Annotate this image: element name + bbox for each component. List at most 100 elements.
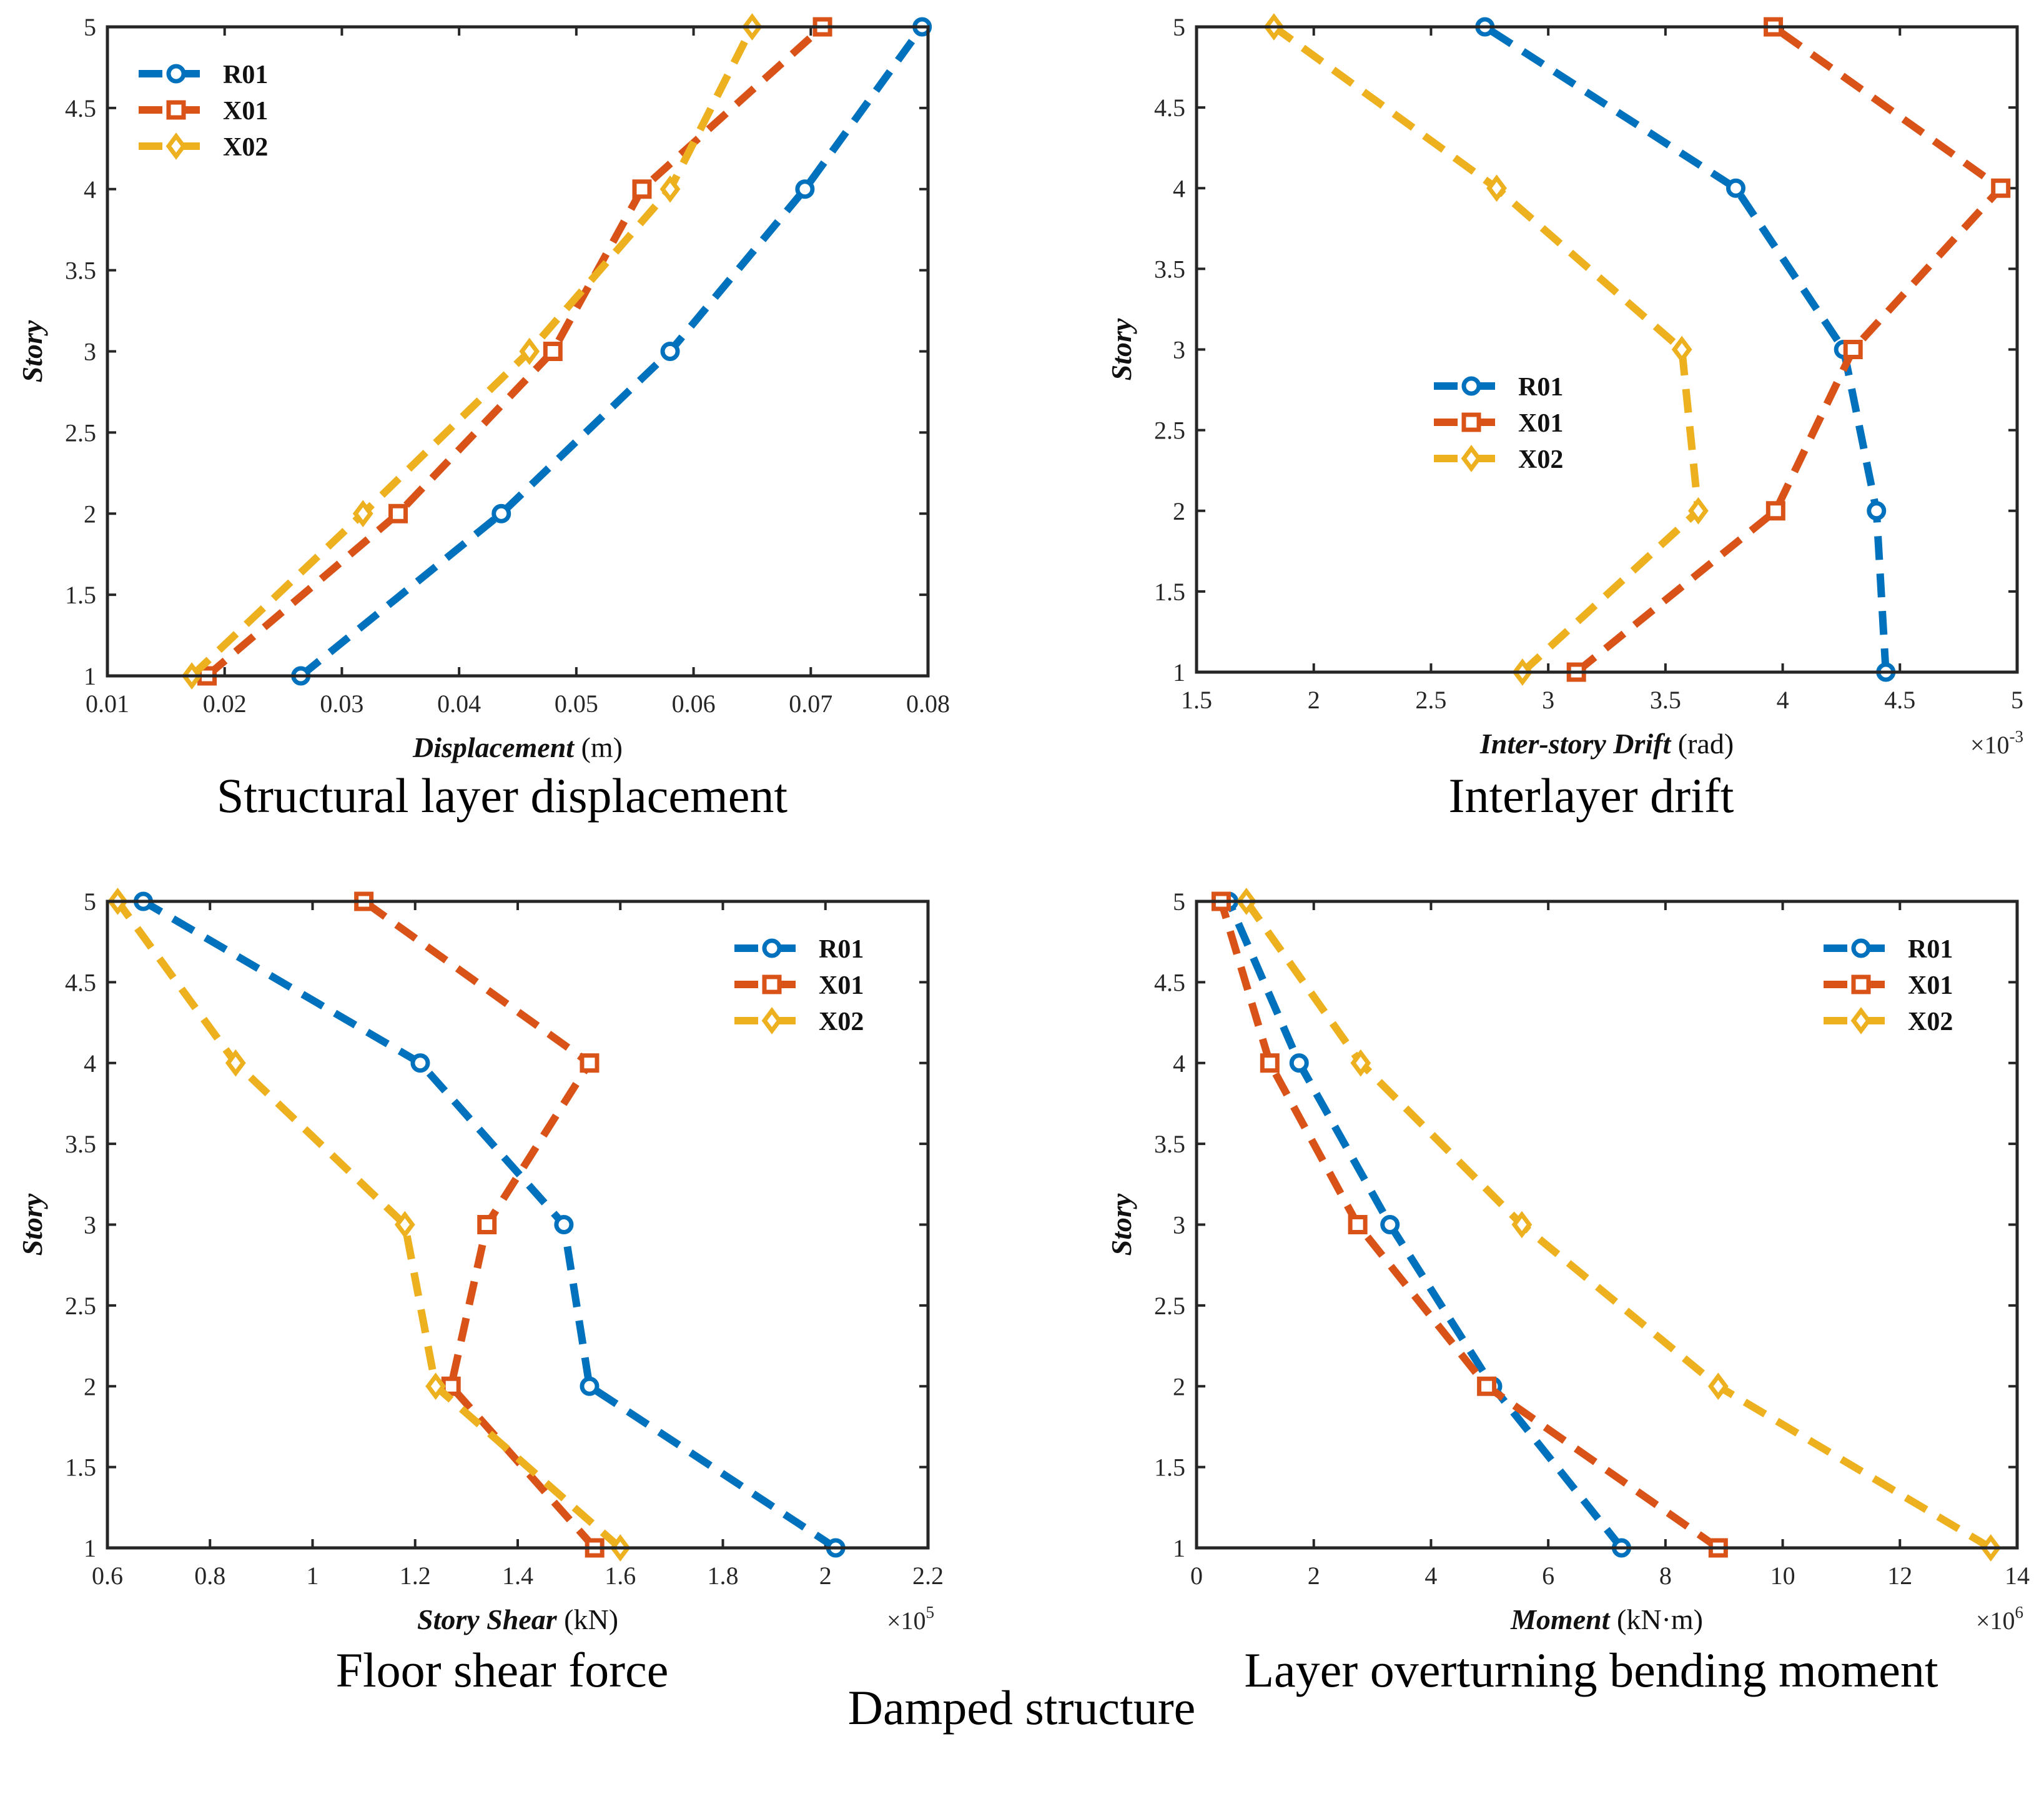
data-point-x02 (225, 1049, 246, 1077)
data-point-x02 (1511, 1211, 1533, 1239)
legend: R01 X01 X02 (728, 920, 903, 1039)
legend-marker-r01 (1851, 938, 1871, 958)
y-tick-label: 1 (84, 1534, 96, 1562)
data-point-x02 (519, 337, 540, 365)
data-point-r01 (1289, 1053, 1309, 1073)
y-tick-label: 3.5 (65, 257, 96, 285)
series-line-r01 (1483, 23, 1890, 673)
x-tick-label: 1.6 (605, 1562, 636, 1590)
legend-label-x01: X01 (1908, 971, 1953, 1000)
y-tick-label: 4.5 (65, 94, 96, 122)
x-tick-label: 0 (1190, 1562, 1203, 1590)
legend: R01 X01 X02 (132, 46, 307, 164)
series-r01 (291, 17, 932, 686)
legend-marker-r01 (166, 64, 186, 84)
series-x02 (1236, 888, 2002, 1562)
data-point-x01 (543, 342, 563, 361)
x-tick-label: 6 (1542, 1562, 1554, 1590)
y-tick-label: 3 (1173, 336, 1185, 364)
legend-label-x02: X02 (223, 133, 268, 162)
axes-frame (1195, 899, 2019, 1550)
data-point-x02 (1671, 335, 1692, 364)
x-tick-label: 0.02 (203, 690, 247, 718)
legend-marker-x01 (1851, 974, 1871, 994)
x-tick-label: 0.06 (672, 690, 716, 718)
data-point-r01 (491, 503, 511, 523)
data-point-x02 (1688, 497, 1709, 525)
y-tick-label: 4 (1173, 174, 1185, 202)
x-tick-label: 0.6 (92, 1562, 123, 1590)
panel-caption: Interlayer drift (1449, 768, 1734, 823)
axes-frame (106, 899, 930, 1550)
x-tick-label: 1.4 (502, 1562, 533, 1590)
x-tick-label: 3.5 (1650, 686, 1681, 714)
x-tick-label: 0.03 (320, 690, 363, 718)
legend-label-x01: X01 (223, 97, 268, 126)
x-tick-label: 4 (1424, 1562, 1437, 1590)
series-x02 (107, 888, 631, 1562)
y-tick-label: 2 (84, 1372, 96, 1400)
legend: R01 X01 X02 (1817, 920, 1992, 1039)
x-tick-label: 10 (1770, 1562, 1795, 1590)
legend-label-x02: X02 (1518, 445, 1563, 474)
x-tick-label: 1.2 (400, 1562, 431, 1590)
y-tick-label: 1.5 (1154, 578, 1185, 606)
panel-displacement: 0.01 0.02 0.03 0.04 0.05 0.06 0.07 0.08 1 1.5 2 2.5… (16, 13, 950, 823)
data-point-x02 (1707, 1372, 1729, 1400)
panel-story-shear: 0.6 0.8 1 1.2 1.4 1.6 1.8 2 2.2 1 1.5 2 2.5 3 3.5 4 4.5 5… (16, 888, 944, 1697)
x-tick-label: 2 (1308, 1562, 1320, 1590)
y-tick-label: 1 (1173, 1534, 1185, 1562)
x-tick-label: 3 (1542, 686, 1554, 714)
y-tick-label: 3.5 (1154, 255, 1185, 283)
x-tick-label: 4.5 (1884, 686, 1915, 714)
y-tick-label: 3 (84, 1211, 96, 1239)
x-axis-exponent: ×106 (1976, 1603, 2023, 1635)
legend-label-x02: X02 (1908, 1008, 1953, 1036)
panel-caption: Layer overturning bending moment (1244, 1643, 1938, 1697)
series-x01 (1211, 891, 1728, 1558)
y-tick-label: 2 (1173, 497, 1185, 525)
y-tick-label: 2 (1173, 1372, 1185, 1400)
y-axis-label: Story (16, 320, 48, 382)
y-tick-label: 5 (1173, 888, 1185, 916)
y-tick-label: 3 (1173, 1211, 1185, 1239)
x-axis-exponent: ×10-3 (1970, 727, 2023, 759)
data-point-x01 (388, 503, 408, 523)
data-point-x01 (1477, 1376, 1497, 1396)
x-tick-label: 0.04 (437, 690, 481, 718)
series-line-x01 (1574, 24, 2005, 675)
y-tick-label: 5 (84, 13, 96, 41)
x-tick-label: 1.8 (708, 1562, 739, 1590)
legend-marker-x01 (166, 100, 186, 120)
y-axis-label: Story (1105, 1193, 1137, 1256)
data-point-r01 (1380, 1215, 1400, 1234)
panel-inter-story-drift: 1.5 2 2.5 3 3.5 4 4.5 511.522.533.544.55StoryIn… (1105, 13, 2023, 823)
legend-label-x02: X02 (819, 1008, 864, 1036)
data-point-x01 (1843, 340, 1863, 359)
y-axis-label: Story (16, 1193, 48, 1256)
data-point-x02 (1486, 174, 1507, 202)
axes-frame (106, 25, 930, 678)
series-line-x01 (1217, 900, 1721, 1551)
series-line-r01 (1225, 899, 1625, 1550)
x-tick-label: 1 (307, 1562, 319, 1590)
x-tick-label: 8 (1659, 1562, 1672, 1590)
data-point-x02 (425, 1372, 446, 1400)
data-point-x01 (580, 1053, 600, 1073)
series-line-x02 (1271, 24, 1702, 675)
x-tick-label: 4 (1777, 686, 1789, 714)
y-tick-label: 3.5 (65, 1130, 96, 1158)
y-tick-label: 2.5 (1154, 1292, 1185, 1320)
data-point-x01 (1765, 501, 1785, 521)
series-x01 (1566, 17, 2011, 682)
panel-moment: 0 2 4 6 8 10 12 14 1 1.5 2 2.5 3 3.5 4 4.5 5 Story Moment … (1105, 888, 2030, 1697)
legend-marker-x01 (762, 974, 782, 994)
x-tick-label: 2 (819, 1562, 832, 1590)
x-tick-label: 2 (1308, 686, 1320, 714)
x-tick-label: 0.8 (194, 1562, 225, 1590)
data-point-x01 (632, 179, 652, 199)
x-tick-label: 2.2 (912, 1562, 944, 1590)
data-point-x02 (659, 175, 681, 203)
x-tick-label: 5 (2011, 686, 2023, 714)
